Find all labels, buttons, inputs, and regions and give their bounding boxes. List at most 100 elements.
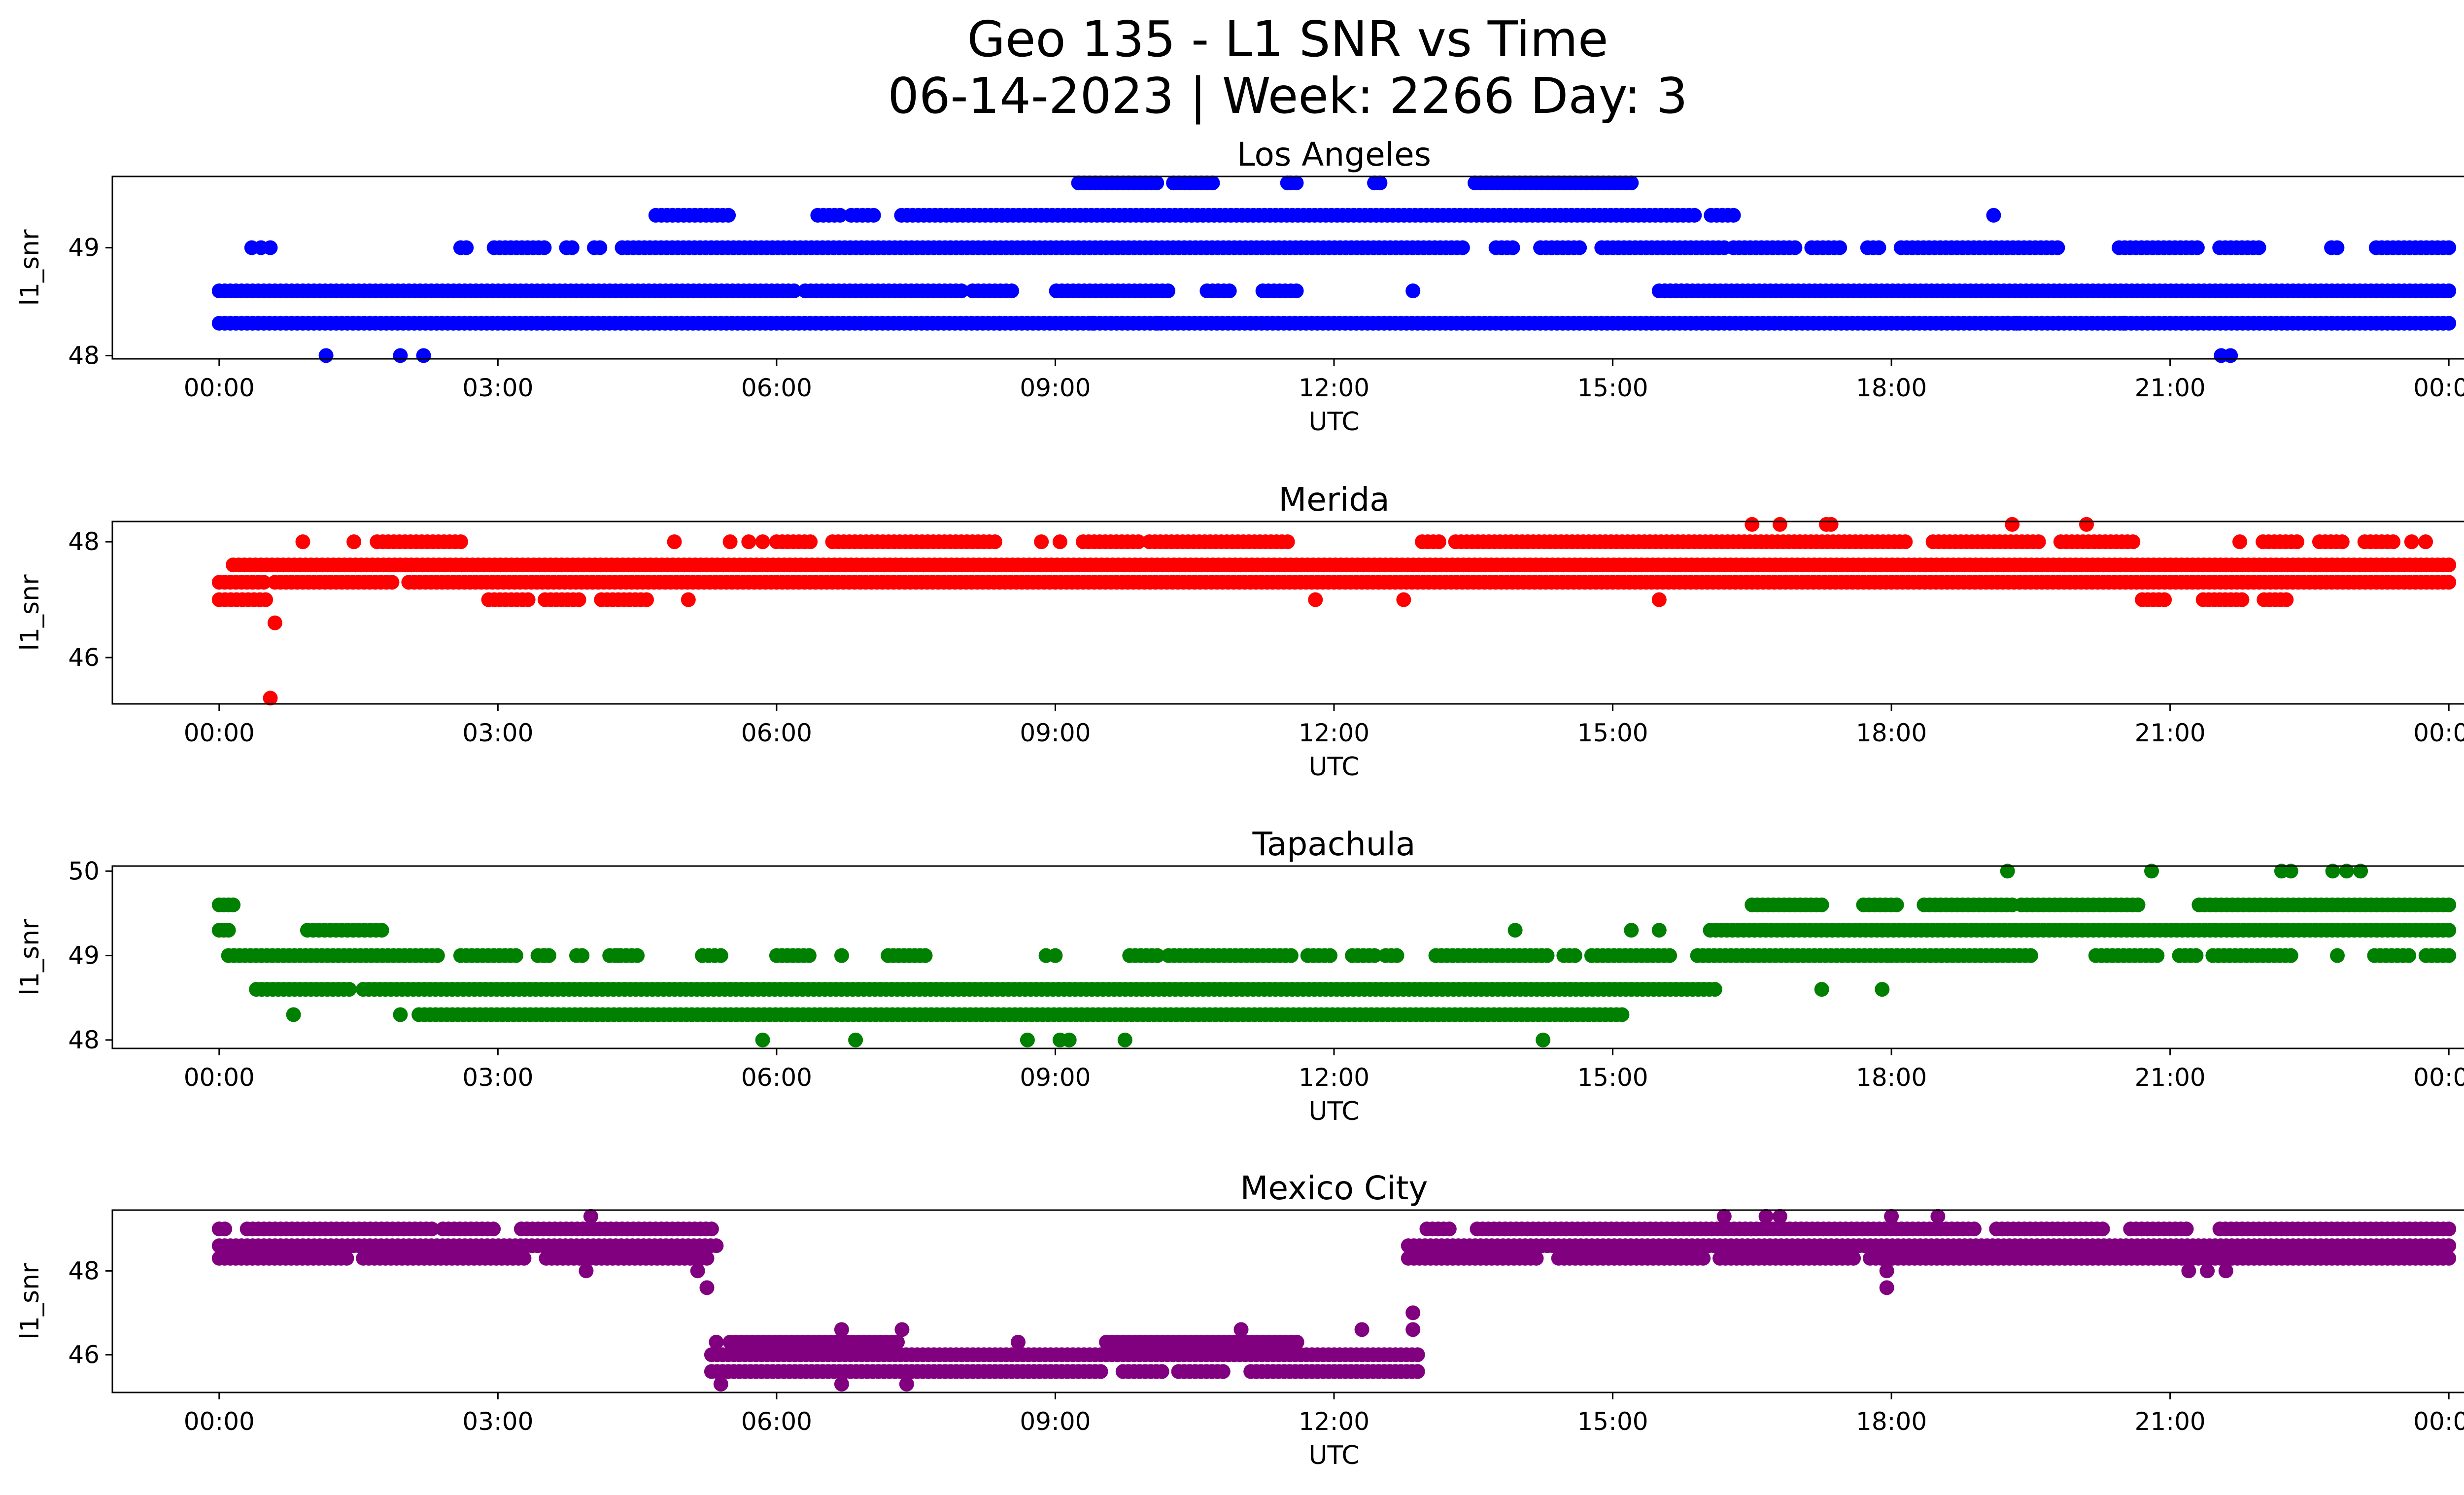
data-point — [1846, 1251, 1861, 1266]
data-point — [342, 982, 357, 997]
data-point — [579, 1263, 594, 1279]
data-point — [1716, 1209, 1732, 1224]
x-axis-label: UTC — [1308, 752, 1359, 782]
data-point — [1215, 1364, 1231, 1379]
data-point — [2441, 1221, 2457, 1237]
x-tick-label: 21:00 — [2135, 1063, 2206, 1092]
x-axis-label: UTC — [1308, 1097, 1359, 1126]
data-point — [721, 208, 736, 223]
data-point — [2051, 315, 2066, 331]
data-point — [564, 240, 580, 255]
data-points — [211, 1209, 2457, 1391]
data-point — [1048, 948, 1063, 963]
data-point — [286, 1007, 301, 1022]
x-tick-label: 09:00 — [1020, 374, 1091, 402]
y-tick-label: 48 — [68, 341, 100, 370]
data-point — [537, 948, 552, 963]
x-tick-label: 00:00 — [2413, 719, 2464, 747]
data-point — [592, 240, 608, 255]
data-point — [263, 240, 278, 255]
data-point — [1507, 923, 1523, 938]
data-point — [384, 575, 400, 590]
data-point — [2441, 948, 2457, 963]
x-tick-label: 00:00 — [184, 374, 255, 402]
data-point — [346, 534, 362, 550]
data-point — [2404, 534, 2419, 550]
figure-title-line-1: Geo 135 - L1 SNR vs Time — [967, 10, 1608, 68]
data-point — [2441, 923, 2457, 938]
data-point — [1707, 982, 1722, 997]
data-point — [2441, 575, 2457, 590]
x-tick-label: 12:00 — [1299, 1407, 1369, 1436]
data-point — [890, 1334, 905, 1350]
x-tick-label: 12:00 — [1299, 719, 1369, 747]
data-point — [1085, 315, 1100, 331]
data-point — [537, 240, 552, 255]
x-tick-label: 12:00 — [1299, 374, 1369, 402]
data-point — [1020, 1032, 1035, 1047]
x-tick-label: 03:00 — [462, 1063, 533, 1092]
data-point — [755, 534, 770, 550]
data-point — [992, 315, 1007, 331]
data-point — [611, 948, 626, 963]
data-point — [834, 948, 849, 963]
data-point — [1323, 948, 1337, 963]
data-point — [2283, 948, 2298, 963]
data-point — [987, 534, 1002, 550]
data-point — [1280, 534, 1295, 550]
data-point — [787, 283, 802, 299]
x-tick-label: 00:00 — [2413, 1407, 2464, 1436]
data-point — [2116, 315, 2131, 331]
data-point — [894, 1322, 910, 1337]
x-tick-label: 21:00 — [2135, 719, 2206, 747]
x-tick-label: 06:00 — [741, 719, 812, 747]
data-point — [2441, 240, 2457, 255]
data-point — [954, 283, 969, 299]
data-point — [263, 691, 278, 706]
data-point — [899, 1377, 914, 1391]
x-tick-label: 03:00 — [462, 1407, 533, 1436]
data-point — [2232, 534, 2247, 550]
data-point — [1889, 897, 1904, 912]
data-point — [1651, 592, 1667, 607]
data-point — [520, 592, 536, 607]
y-tick-label: 46 — [68, 643, 100, 672]
data-point — [1772, 517, 1787, 532]
data-point — [2223, 348, 2238, 363]
data-point — [1726, 208, 1741, 223]
data-point — [1405, 283, 1421, 299]
data-point — [258, 592, 274, 607]
data-point — [1289, 1334, 1304, 1350]
data-point — [583, 1209, 598, 1224]
data-point — [1930, 1209, 1946, 1224]
data-point — [1967, 1221, 1982, 1237]
data-point — [1662, 948, 1677, 963]
x-tick-label: 00:00 — [184, 719, 255, 747]
data-point — [2418, 534, 2433, 550]
data-point — [516, 1251, 532, 1266]
data-point — [1004, 283, 1019, 299]
data-point — [1871, 240, 1886, 255]
data-point — [2050, 240, 2065, 255]
data-point — [1441, 1221, 1457, 1237]
x-tick-label: 15:00 — [1577, 719, 1648, 747]
data-point — [713, 948, 728, 963]
x-tick-label: 18:00 — [1856, 374, 1927, 402]
x-tick-label: 03:00 — [462, 719, 533, 747]
data-point — [1986, 208, 2001, 223]
data-point — [2189, 948, 2204, 963]
data-point — [1832, 240, 1848, 255]
data-point — [1536, 1032, 1551, 1047]
data-point — [704, 1221, 719, 1237]
data-point — [1624, 923, 1639, 938]
x-tick-label: 06:00 — [741, 1063, 812, 1092]
data-point — [2330, 948, 2345, 963]
data-point — [1410, 1347, 1425, 1362]
x-axis-label: UTC — [1308, 407, 1359, 437]
data-points — [211, 517, 2457, 706]
data-point — [1061, 1032, 1077, 1047]
data-point — [2441, 557, 2457, 573]
x-tick-label: 18:00 — [1856, 719, 1927, 747]
